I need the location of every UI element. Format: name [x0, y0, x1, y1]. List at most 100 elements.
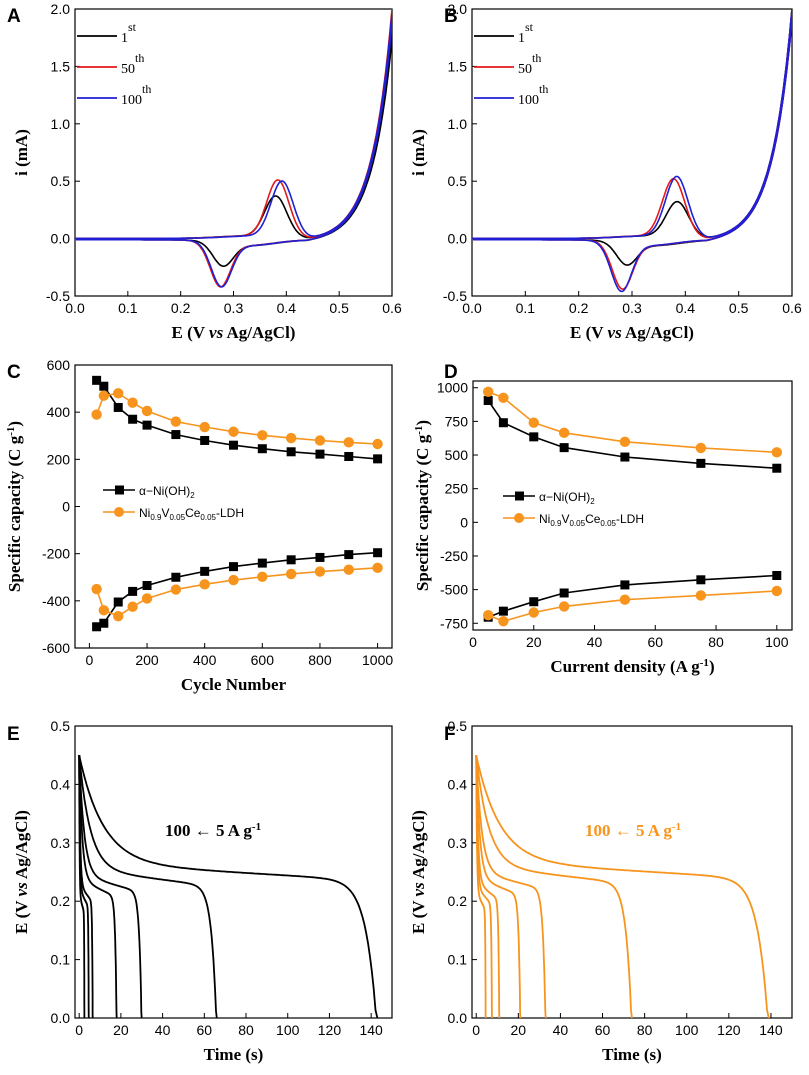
- data-point-circle: [528, 607, 539, 618]
- cv-curve-1st: [472, 9, 792, 266]
- data-point-square: [344, 452, 354, 462]
- cv-curve-100th: [75, 13, 392, 288]
- panel-A: 0.0 0.1 0.2 0.3 0.4 0.5 0.6-0.50.00.51.01.52.0…: [7, 1, 402, 342]
- x-axis-label: Time (s): [602, 1045, 662, 1064]
- data-point-square: [559, 588, 569, 598]
- discharge-curve: [475, 755, 547, 1019]
- data-point-square: [315, 552, 325, 562]
- y-tick-label: 0.2: [51, 893, 71, 909]
- x-tick-label: 100: [276, 1022, 300, 1038]
- x-tick-label: 20: [511, 1022, 527, 1038]
- data-point-circle: [619, 436, 631, 448]
- discharge-curve: [475, 755, 522, 1019]
- x-tick-label: 20: [113, 1022, 129, 1038]
- discharge-curve: [78, 755, 118, 1019]
- data-point-square: [373, 454, 383, 464]
- data-point-square: [171, 572, 181, 582]
- x-tick-label: 0.6: [782, 300, 802, 316]
- y-axis-label: Specific capacity (C g-1): [413, 420, 432, 591]
- data-point-square: [344, 550, 354, 560]
- x-tick-label: 60: [595, 1022, 611, 1038]
- x-tick-label: 0.3: [622, 300, 642, 316]
- data-point-square: [142, 420, 152, 430]
- y-tick-label: 400: [47, 404, 71, 420]
- x-tick-label: 600: [251, 652, 275, 668]
- plot-frame: [74, 725, 393, 1019]
- y-tick-label: 1.0: [51, 116, 71, 132]
- y-tick-label: 1.5: [448, 58, 468, 74]
- y-tick-label: 1.5: [51, 58, 71, 74]
- plot-frame: [471, 8, 793, 297]
- x-tick-label: 100: [765, 634, 789, 650]
- rate-annotation: 100 ← 5 A g-1: [165, 821, 261, 840]
- data-point-circle: [482, 386, 494, 397]
- data-point-square: [315, 449, 325, 459]
- data-point-circle: [170, 416, 182, 427]
- data-point-square: [99, 618, 109, 628]
- panel-letter: A: [7, 6, 21, 27]
- panel-letter: F: [444, 724, 456, 745]
- data-point-circle: [771, 447, 783, 458]
- cv-curve-100th: [472, 9, 792, 293]
- data-point-circle: [199, 579, 210, 590]
- y-tick-label: 0.5: [448, 718, 468, 734]
- data-point-square: [128, 586, 138, 596]
- data-point-square: [498, 418, 508, 428]
- data-point-square: [559, 443, 569, 453]
- data-point-square: [620, 452, 630, 462]
- y-tick-label: 0.1: [448, 952, 468, 968]
- data-point-square: [696, 575, 706, 585]
- x-tick-label: 40: [155, 1022, 171, 1038]
- data-point-circle: [228, 574, 239, 586]
- data-point-square: [620, 580, 630, 590]
- discharge-curve: [475, 755, 487, 1019]
- data-point-circle: [372, 562, 383, 574]
- y-tick-label: 500: [445, 447, 469, 463]
- y-tick-label: 1000: [437, 380, 468, 396]
- y-tick-label: 750: [445, 413, 469, 429]
- data-point-circle: [98, 390, 110, 401]
- x-tick-label: 0: [75, 1022, 83, 1038]
- legend-label: Ni0.9V0.05Ce0.05-LDH: [539, 512, 644, 528]
- data-point-square: [483, 396, 493, 406]
- y-tick-label: -400: [42, 593, 70, 609]
- x-tick-label: 60: [647, 634, 663, 650]
- x-tick-label: 400: [193, 652, 217, 668]
- data-point-square: [772, 570, 782, 580]
- y-tick-label: 600: [47, 357, 71, 373]
- data-point-square: [696, 458, 706, 468]
- data-point-square: [142, 581, 152, 591]
- legend-label: 100th: [518, 82, 548, 108]
- data-point-circle: [695, 590, 707, 601]
- x-tick-label: 0.3: [224, 300, 244, 316]
- x-tick-label: 200: [135, 652, 159, 668]
- data-point-circle: [199, 421, 210, 433]
- data-point-circle: [372, 438, 383, 450]
- discharge-curve: [78, 755, 379, 1019]
- x-tick-label: 0: [469, 634, 477, 650]
- x-tick-label: 0: [472, 1022, 480, 1038]
- x-tick-label: 80: [238, 1022, 254, 1038]
- x-tick-label: 0.2: [171, 300, 191, 316]
- plot-frame: [472, 380, 793, 631]
- data-point-circle: [113, 610, 124, 622]
- legend-label: 1st: [121, 20, 137, 46]
- data-point-circle: [257, 430, 268, 441]
- data-point-square: [286, 555, 296, 565]
- discharge-curve: [475, 755, 493, 1019]
- data-point-square: [772, 463, 782, 473]
- y-tick-label: -0.5: [46, 288, 70, 304]
- data-point-square: [200, 566, 210, 576]
- y-axis-label: i (mA): [12, 129, 31, 176]
- x-axis-label: Time (s): [204, 1045, 264, 1064]
- data-point-square: [113, 597, 123, 607]
- data-point-circle: [127, 601, 138, 612]
- x-tick-label: 140: [359, 1022, 383, 1038]
- data-point-circle: [228, 426, 239, 437]
- y-tick-label: -600: [42, 640, 70, 656]
- x-tick-label: 0.0: [462, 300, 482, 316]
- data-point-circle: [771, 585, 783, 597]
- data-point-square: [99, 381, 109, 391]
- data-point-square: [229, 562, 238, 572]
